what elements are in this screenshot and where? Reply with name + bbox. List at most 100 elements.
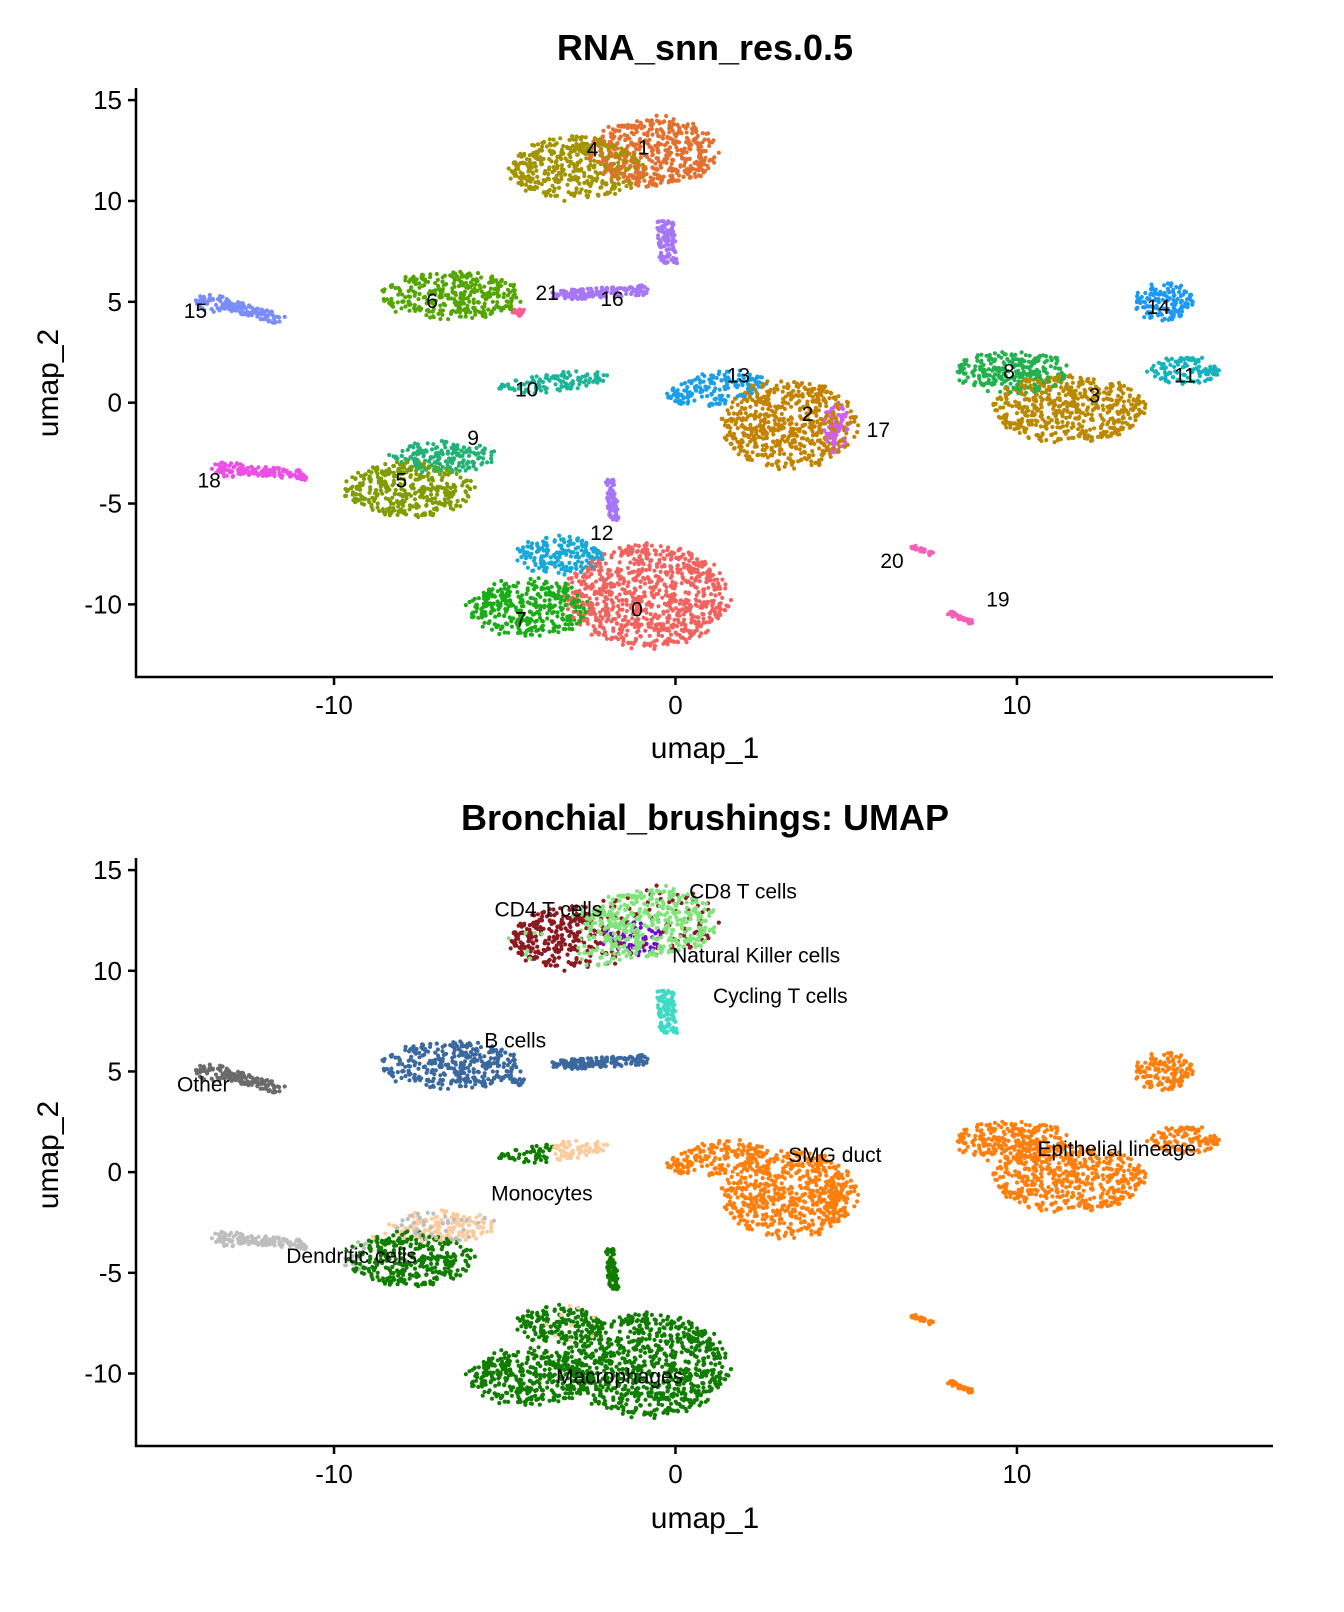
cell-point [557,533,562,538]
cell-point [568,381,574,386]
cell-point [558,171,563,176]
cell-point [361,476,367,482]
cell-point [622,578,627,584]
cell-point [1041,365,1046,370]
cell-point [1148,310,1153,315]
cell-point [604,589,609,595]
cell-point [481,604,487,609]
cell-point [638,120,643,125]
cell-point [250,469,255,474]
cell-point [1091,377,1096,382]
cell-point [573,546,578,551]
cell-point [400,292,405,297]
cell-point [652,639,657,644]
cell-point [762,416,768,422]
cell-point [1190,302,1195,307]
cell-point [712,562,717,567]
cell-point [716,371,721,377]
cell-point [1104,429,1109,434]
cell-point [679,581,684,586]
cell-point [726,411,732,416]
cell-point [792,466,797,471]
cell-point [589,175,594,180]
cell-point [1131,398,1136,403]
cell-point [1018,362,1023,367]
cell-point [402,482,407,487]
cell-point [650,602,655,607]
cell-point [393,285,398,291]
cell-point [530,541,535,546]
cell-point [1008,425,1013,430]
cell-point [649,617,654,622]
cell-point [541,543,546,548]
cell-point [656,150,661,155]
cell-point [834,432,839,437]
cell-point [1030,422,1035,427]
cell-point [296,469,301,474]
cell-point [1044,387,1049,392]
cell-point [471,614,476,619]
cell-point [535,142,541,147]
cell-point [462,289,468,294]
cell-point [464,461,469,466]
cell-point [458,475,463,480]
cell-point [243,306,248,311]
cell-point [708,380,713,386]
cell-point [432,506,437,512]
cell-point [1035,433,1041,438]
cell-point [436,457,441,462]
cell-point [506,299,511,305]
cell-point [632,561,637,567]
cell-point [689,620,694,625]
cell-point [629,646,634,651]
cell-point [490,299,495,304]
cell-point [511,170,516,175]
cell-point [525,380,530,385]
cell-point [567,137,572,142]
cell-point [665,553,670,558]
cell-point [1088,380,1093,386]
cell-point [378,488,383,493]
cell-point [1083,413,1088,418]
cell-point [642,131,647,137]
cell-point [687,558,692,564]
cell-point [412,497,418,502]
cell-point [616,176,622,181]
cell-point [661,641,666,646]
cell-point [622,286,627,291]
cell-point [632,557,637,562]
cell-point [647,137,652,142]
cell-point [227,468,232,473]
cell-point [762,427,767,432]
cell-point [1033,422,1039,427]
cell-point [682,168,687,173]
cell-point [624,599,629,604]
cell-point [659,165,664,170]
cell-point [536,150,541,155]
cell-point [235,467,240,472]
cell-point [464,285,469,290]
cell-point [1117,383,1123,388]
cell-point [629,570,635,575]
cell-point [414,281,419,286]
cell-point [433,500,439,505]
cell-point [489,456,494,461]
cell-point [717,571,722,576]
cell-point [1101,397,1106,402]
cell-point [399,459,404,465]
cell-point [649,543,655,548]
cell-point [1216,368,1221,373]
cell-point [987,373,992,378]
cell-point [1053,365,1058,370]
cell-point [387,513,392,518]
cell-point [702,373,707,379]
cell-point [690,131,695,136]
cell-point [772,390,777,395]
cell-point [412,293,417,298]
cell-point [1095,434,1100,439]
cell-point [678,598,683,603]
cell-point [990,368,995,373]
cell-point [996,373,1001,378]
cell-point [648,585,653,590]
cell-point [720,577,725,582]
